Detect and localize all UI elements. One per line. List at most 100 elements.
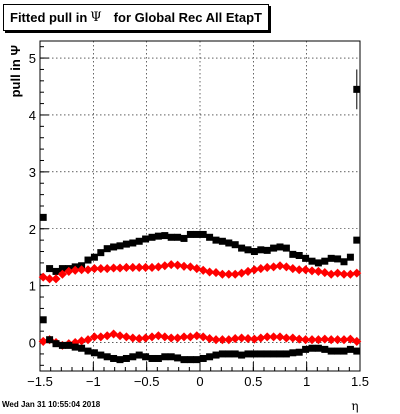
data-point-square	[84, 256, 92, 264]
data-point-square	[161, 353, 169, 361]
data-point-square	[122, 354, 130, 362]
data-point-square	[103, 245, 111, 253]
data-point-square	[276, 350, 284, 358]
data-point-diamond	[198, 265, 208, 275]
data-point-diamond	[185, 262, 195, 272]
data-point-diamond	[185, 332, 195, 342]
data-point-square	[135, 237, 143, 245]
data-point-diamond	[243, 334, 253, 344]
y-axis-label: pull in Ψ	[8, 45, 23, 97]
data-point-square	[231, 350, 239, 358]
data-point-diamond	[237, 268, 247, 278]
data-point-square	[148, 233, 156, 241]
data-point-square	[110, 243, 118, 251]
data-point-square	[218, 350, 226, 358]
data-point-square	[334, 255, 342, 263]
data-point-square	[186, 356, 194, 364]
data-point-square	[46, 336, 54, 344]
data-point-diamond	[249, 265, 259, 275]
data-point-square	[78, 344, 86, 352]
data-point-diamond	[128, 333, 138, 343]
y-tick-label: 2	[29, 222, 36, 237]
data-point-square	[289, 250, 297, 258]
data-point-square	[193, 230, 201, 238]
data-point-diamond	[96, 264, 106, 274]
data-point-square	[154, 232, 162, 240]
data-point-diamond	[179, 261, 189, 271]
data-point-square	[58, 265, 66, 273]
data-point-square	[174, 233, 182, 241]
data-point-square	[58, 341, 66, 349]
data-point-square	[212, 236, 220, 244]
data-point-square	[302, 345, 310, 353]
grid-lines	[40, 41, 360, 371]
data-point-diamond	[89, 332, 99, 342]
data-point-square	[97, 351, 105, 359]
data-point-square	[97, 249, 105, 257]
data-point-square	[129, 353, 137, 361]
data-point-square	[225, 239, 233, 247]
data-point-diamond	[89, 264, 99, 274]
data-point-square	[142, 235, 150, 243]
chart-title: Fitted pull in Ψ for Global Rec All Etap…	[3, 4, 269, 31]
x-tick-label: 1.5	[351, 374, 369, 389]
data-point-diamond	[96, 332, 106, 342]
data-point-square	[321, 345, 329, 353]
data-point-diamond	[166, 260, 176, 270]
data-point-diamond	[77, 336, 87, 346]
data-point-square	[340, 347, 348, 355]
data-point-square	[116, 356, 124, 364]
y-tick-label: 1	[29, 279, 36, 294]
data-point-diamond	[192, 331, 202, 341]
x-tick-label: −1	[86, 374, 101, 389]
data-point-square	[218, 237, 226, 245]
data-point-square	[154, 354, 162, 362]
data-point-diamond	[141, 333, 151, 343]
data-point-square	[263, 246, 271, 254]
data-point-square	[346, 253, 354, 261]
data-point-square	[346, 345, 354, 353]
data-point-diamond	[121, 332, 131, 342]
data-point-square	[257, 246, 265, 254]
data-point-diamond	[198, 332, 208, 342]
data-point-square	[231, 241, 239, 249]
x-tick-label: −1.5	[27, 374, 53, 389]
y-tick-label: 3	[29, 165, 36, 180]
data-point-square	[90, 253, 98, 261]
data-point-diamond	[230, 334, 240, 344]
data-point-square	[206, 353, 214, 361]
data-point-square	[52, 267, 60, 275]
data-point-square	[148, 354, 156, 362]
data-point-diamond	[134, 262, 144, 272]
data-point-square	[238, 244, 246, 252]
data-point-square	[276, 243, 284, 251]
data-point-diamond	[64, 266, 74, 276]
data-point-diamond	[160, 261, 170, 271]
data-point-square	[282, 244, 290, 252]
data-point-square	[238, 351, 246, 359]
data-point-square	[314, 259, 322, 267]
data-point-square	[135, 351, 143, 359]
data-point-square	[244, 350, 252, 358]
data-point-diamond	[179, 332, 189, 342]
data-point-square	[52, 340, 60, 348]
data-point-square	[282, 350, 290, 358]
data-point-square	[167, 353, 175, 361]
data-point-square	[353, 347, 361, 355]
data-point-square	[244, 246, 252, 254]
data-point-square	[39, 316, 47, 324]
data-point-square	[212, 351, 220, 359]
data-point-diamond	[134, 334, 144, 344]
data-point-square	[340, 258, 348, 266]
data-point-diamond	[173, 260, 183, 270]
data-point-square	[308, 257, 316, 265]
x-tick-label: 0	[196, 374, 203, 389]
data-point-diamond	[249, 334, 259, 344]
data-point-square	[353, 236, 361, 244]
data-point-diamond	[237, 333, 247, 343]
data-point-square	[270, 350, 278, 358]
data-point-square	[193, 356, 201, 364]
tick-labels: −1.5 −1 −0.5 0 0.5 1 1.5 0 1 2 3 4 5	[27, 51, 369, 389]
data-point-square	[199, 230, 207, 238]
title-prefix: Fitted pull in	[10, 10, 88, 25]
